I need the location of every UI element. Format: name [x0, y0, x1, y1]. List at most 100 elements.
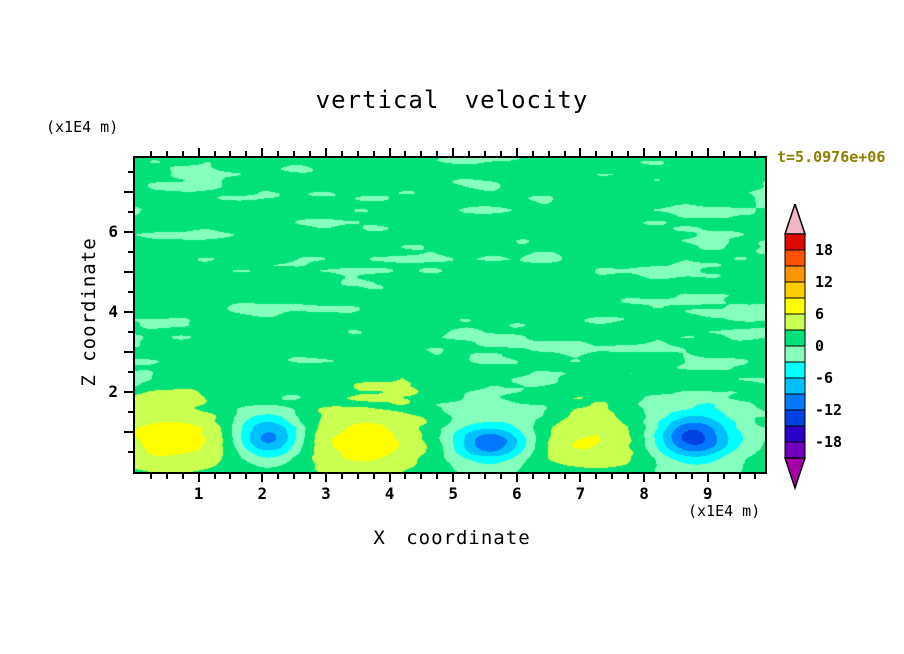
y-tick-label: 4 [108, 302, 118, 321]
colorbar: 18 12 6 0 -6 -12 -18 [783, 204, 842, 491]
y-axis-unit-label: (x1E4 m) [46, 118, 119, 136]
x-minor-tick [277, 151, 280, 156]
x-minor-tick [372, 474, 375, 479]
x-minor-tick [420, 151, 423, 156]
x-minor-tick [356, 151, 359, 156]
y-major-tick [124, 351, 133, 353]
x-minor-tick [722, 474, 725, 479]
x-minor-tick [404, 474, 407, 479]
colorbar-band [784, 361, 806, 379]
y-major-tick [124, 311, 133, 313]
colorbar-band [784, 441, 806, 459]
colorbar-band [784, 409, 806, 427]
x-major-tick [324, 148, 327, 156]
x-major-tick [515, 148, 518, 156]
x-minor-tick [309, 151, 311, 156]
x-tick-label: 7 [575, 484, 586, 503]
x-minor-tick [181, 474, 184, 479]
x-minor-tick [149, 151, 152, 156]
plot-title: vertical velocity [315, 86, 589, 114]
x-minor-tick [674, 474, 677, 479]
x-minor-tick [340, 151, 343, 156]
x-major-tick [579, 148, 582, 156]
x-tick-label: 5 [448, 484, 458, 503]
x-minor-tick [436, 474, 439, 479]
x-minor-tick [563, 474, 566, 479]
x-tick-label: 1 [193, 484, 204, 503]
colorbar-band [784, 313, 806, 331]
colorbar-band [784, 281, 806, 299]
colorbar-label: 0 [815, 337, 824, 355]
x-major-tick [706, 148, 709, 156]
x-major-tick [452, 148, 455, 156]
plot-frame [133, 156, 767, 474]
x-minor-tick [149, 474, 152, 479]
x-minor-tick [213, 151, 216, 156]
x-minor-tick [674, 151, 677, 156]
x-minor-tick [436, 151, 439, 156]
x-axis-label: X coordinate [373, 527, 531, 549]
x-minor-tick [754, 151, 757, 156]
colorbar-label: 6 [815, 305, 824, 323]
colorbar-label: 12 [815, 273, 833, 291]
x-minor-tick [738, 474, 741, 479]
y-minor-tick [128, 171, 133, 173]
y-tick-label: 2 [108, 382, 118, 401]
y-major-tick [124, 231, 133, 233]
x-minor-tick [229, 474, 232, 479]
colorbar-label: -12 [815, 401, 842, 419]
x-minor-tick [293, 474, 296, 479]
colorbar-label: -18 [815, 433, 842, 451]
colorbar-band [784, 233, 806, 251]
x-minor-tick [181, 151, 184, 156]
x-major-tick [452, 474, 455, 482]
x-minor-tick [372, 151, 375, 156]
x-minor-tick [690, 151, 693, 156]
colorbar-band [784, 393, 806, 411]
x-minor-tick [499, 151, 502, 156]
colorbar-arrow-low [783, 457, 807, 491]
x-major-tick [388, 148, 391, 156]
x-major-tick [197, 148, 200, 156]
x-major-tick [579, 474, 582, 482]
x-major-tick [515, 474, 518, 482]
x-major-tick [197, 474, 200, 482]
x-major-tick [324, 474, 327, 482]
x-minor-tick [404, 151, 407, 156]
x-tick-label: 3 [321, 484, 331, 503]
colorbar-band [784, 249, 806, 267]
x-tick-label: 2 [257, 484, 268, 503]
x-tick-label: 9 [702, 484, 713, 503]
x-major-tick [388, 474, 391, 482]
x-minor-tick [468, 474, 471, 479]
y-minor-tick [128, 211, 133, 213]
x-minor-tick [484, 151, 486, 156]
x-minor-tick [484, 474, 486, 479]
x-minor-tick [754, 474, 757, 479]
y-minor-tick [128, 251, 133, 253]
x-minor-tick [356, 474, 359, 479]
x-minor-tick [595, 474, 598, 479]
x-minor-tick [499, 474, 502, 479]
x-minor-tick [213, 474, 216, 479]
x-minor-tick [722, 151, 725, 156]
y-minor-tick [128, 331, 133, 333]
colorbar-label: -6 [815, 369, 833, 387]
colorbar-band [784, 425, 806, 443]
x-minor-tick [611, 151, 614, 156]
x-minor-tick [468, 151, 471, 156]
x-major-tick [706, 474, 709, 482]
x-minor-tick [277, 474, 280, 479]
colorbar-label: 18 [815, 241, 833, 259]
x-minor-tick [547, 474, 550, 479]
x-minor-tick [627, 474, 630, 479]
x-minor-tick [531, 474, 534, 479]
x-minor-tick [738, 151, 741, 156]
x-tick-label: 8 [639, 484, 649, 503]
x-minor-tick [245, 474, 248, 479]
x-minor-tick [659, 474, 661, 479]
x-major-tick [261, 474, 264, 482]
x-tick-label: 4 [384, 484, 395, 503]
x-minor-tick [690, 474, 693, 479]
